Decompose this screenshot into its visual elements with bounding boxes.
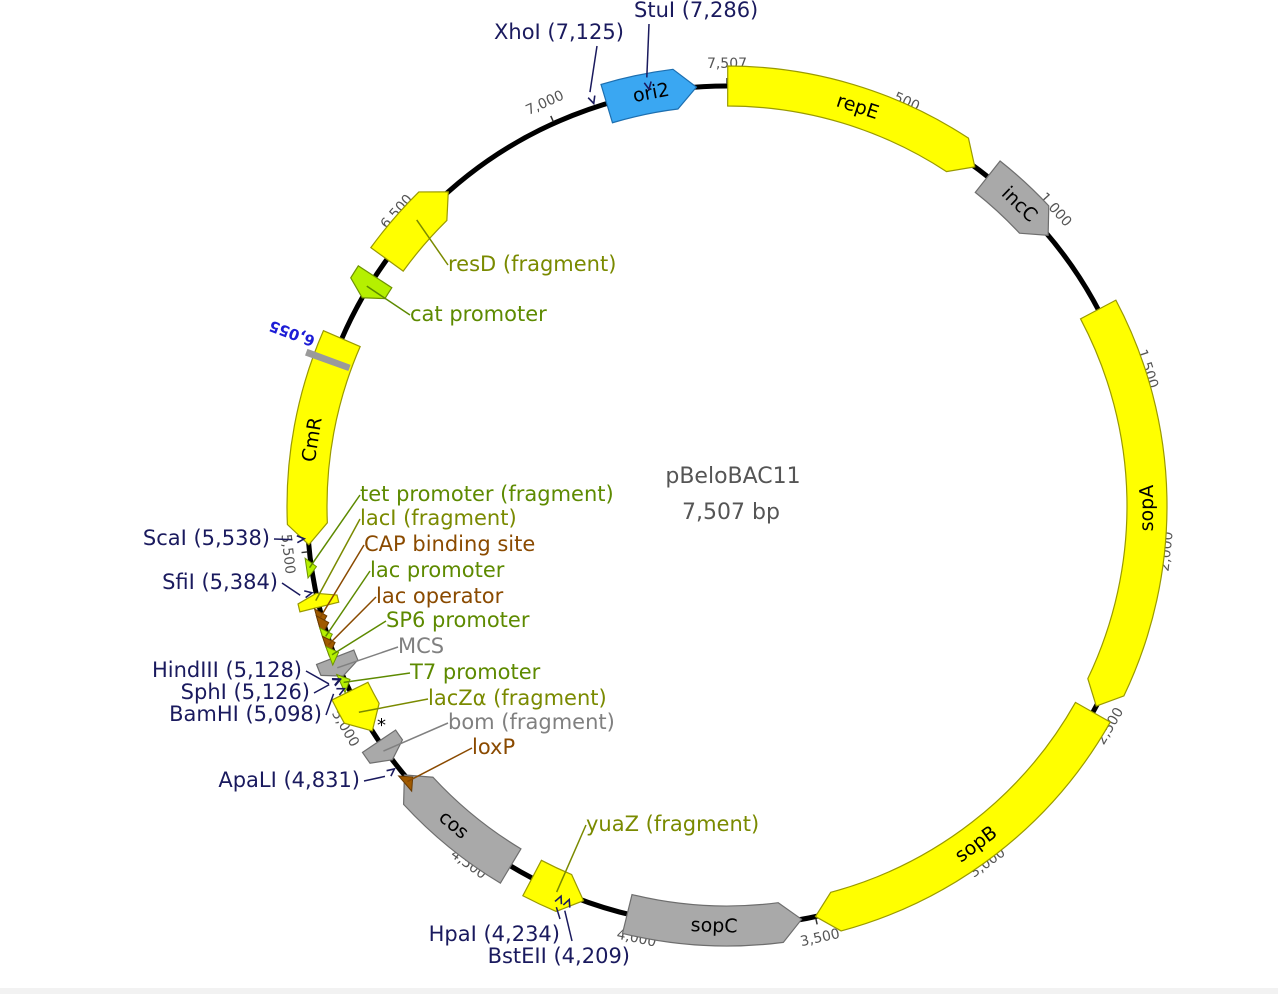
callout-leader	[343, 672, 411, 684]
callout-laci-fragment[interactable]: lacI (fragment)	[360, 506, 517, 530]
site-arrowhead	[386, 767, 396, 777]
callout-cat-promoter[interactable]: cat promoter	[410, 302, 547, 326]
feature-mark[interactable]	[397, 775, 414, 793]
feature-segment[interactable]	[369, 191, 449, 272]
site-label-hpai[interactable]: HpaI (4,234)	[429, 922, 560, 946]
callout-tet-promoter-fragment[interactable]: tet promoter (fragment)	[360, 482, 614, 506]
callout-leader	[315, 518, 361, 601]
callout-leader	[325, 570, 371, 637]
callout-leader	[416, 219, 449, 266]
site-arrowhead	[562, 897, 571, 908]
callout-leader	[407, 747, 473, 783]
callout-leader	[383, 722, 449, 752]
site-label-hindiii[interactable]: HindIII (5,128)	[152, 658, 302, 682]
highlight-marker	[306, 348, 351, 368]
site-label-apali[interactable]: ApaLI (4,831)	[218, 768, 360, 792]
feature-sopb[interactable]	[814, 701, 1112, 932]
feature-cmr[interactable]	[286, 329, 361, 546]
feature-segment[interactable]	[350, 265, 393, 300]
site-arrowhead	[304, 590, 314, 599]
site-leader	[555, 906, 561, 920]
site-arrowhead	[336, 687, 347, 696]
site-arrowhead	[587, 95, 596, 106]
feature-ori2[interactable]	[600, 68, 698, 124]
site-leader	[273, 538, 293, 541]
feature-sopa[interactable]	[1079, 299, 1168, 707]
site-leader	[363, 775, 386, 782]
callout-resd-fragment[interactable]: resD (fragment)	[448, 252, 616, 276]
callout-lacz-fragment[interactable]: lacZα (fragment)	[428, 686, 607, 710]
plasmid-name: pBeloBAC11	[665, 464, 800, 489]
feature-mark[interactable]	[315, 614, 330, 637]
tick-label: 3,500	[799, 926, 842, 950]
site-leader	[325, 693, 335, 716]
feature-incc[interactable]	[974, 160, 1050, 236]
bottom-bar	[0, 988, 1278, 994]
site-leader	[646, 23, 650, 78]
callout-leader	[327, 596, 377, 646]
callout-leader	[555, 824, 587, 893]
bom-star: *	[377, 715, 386, 736]
callout-leader	[319, 544, 365, 619]
tick-mark	[815, 918, 818, 925]
site-leader	[305, 670, 330, 685]
callout-t7-promoter[interactable]: T7 promoter	[409, 660, 541, 684]
tick-label: 5,500	[277, 533, 297, 575]
highlight-marker	[305, 351, 350, 370]
feature-sopc-label: sopC	[690, 914, 738, 937]
plasmid-length: 7,507 bp	[682, 500, 780, 525]
callout-lac-promoter[interactable]: lac promoter	[370, 558, 505, 582]
site-arrowhead	[296, 535, 307, 544]
callout-leader	[331, 620, 387, 656]
site-label-scai[interactable]: ScaI (5,538)	[143, 526, 270, 550]
site-leader	[313, 683, 330, 694]
callout-sp6-promoter[interactable]: SP6 promoter	[386, 608, 530, 632]
site-label-bsteii[interactable]: BstEII (4,209)	[488, 944, 630, 968]
site-label-sphi[interactable]: SphI (5,126)	[181, 680, 310, 704]
callout-leader	[308, 494, 361, 569]
callout-mcs[interactable]: MCS	[398, 634, 444, 658]
callout-leader	[358, 698, 429, 714]
feature-repe[interactable]	[727, 65, 976, 173]
site-arrowhead	[332, 678, 342, 687]
site-leader	[589, 45, 598, 93]
feature-sopa-label: sopA	[1136, 485, 1158, 532]
tick-label: 7,000	[523, 88, 566, 119]
callout-lac-operator[interactable]: lac operator	[376, 584, 504, 608]
tick-mark	[550, 115, 554, 122]
site-leader	[564, 910, 573, 942]
feature-mark[interactable]	[324, 645, 340, 667]
site-arrowhead	[554, 894, 563, 905]
callout-loxp[interactable]: loxP	[472, 735, 515, 759]
site-label-stui[interactable]: StuI (7,286)	[634, 0, 758, 22]
callout-bom-fragment[interactable]: bom (fragment)	[448, 710, 615, 734]
site-arrowhead	[643, 81, 652, 92]
feature-sopc[interactable]	[621, 893, 803, 947]
site-label-sfii[interactable]: SfiI (5,384)	[162, 570, 278, 594]
feature-cos[interactable]	[402, 774, 522, 884]
feature-segment[interactable]	[297, 592, 340, 613]
highlight-marker	[305, 353, 350, 372]
callout-leader	[337, 646, 399, 669]
feature-segment[interactable]	[522, 859, 585, 913]
site-leader	[281, 582, 301, 596]
site-label-xhoi[interactable]: XhoI (7,125)	[494, 20, 624, 44]
tick-mark	[301, 551, 308, 554]
feature-segment[interactable]	[331, 681, 380, 732]
highlight-position: 6,055	[267, 317, 318, 350]
callout-leader	[366, 285, 411, 316]
callout-yuaz-fragment[interactable]: yuaZ (fragment)	[586, 812, 759, 836]
feature-mark[interactable]	[304, 557, 318, 580]
site-label-bamhi[interactable]: BamHI (5,098)	[169, 702, 322, 726]
callout-cap-binding-site[interactable]: CAP binding site	[364, 532, 535, 556]
feature-segment[interactable]	[361, 729, 404, 764]
